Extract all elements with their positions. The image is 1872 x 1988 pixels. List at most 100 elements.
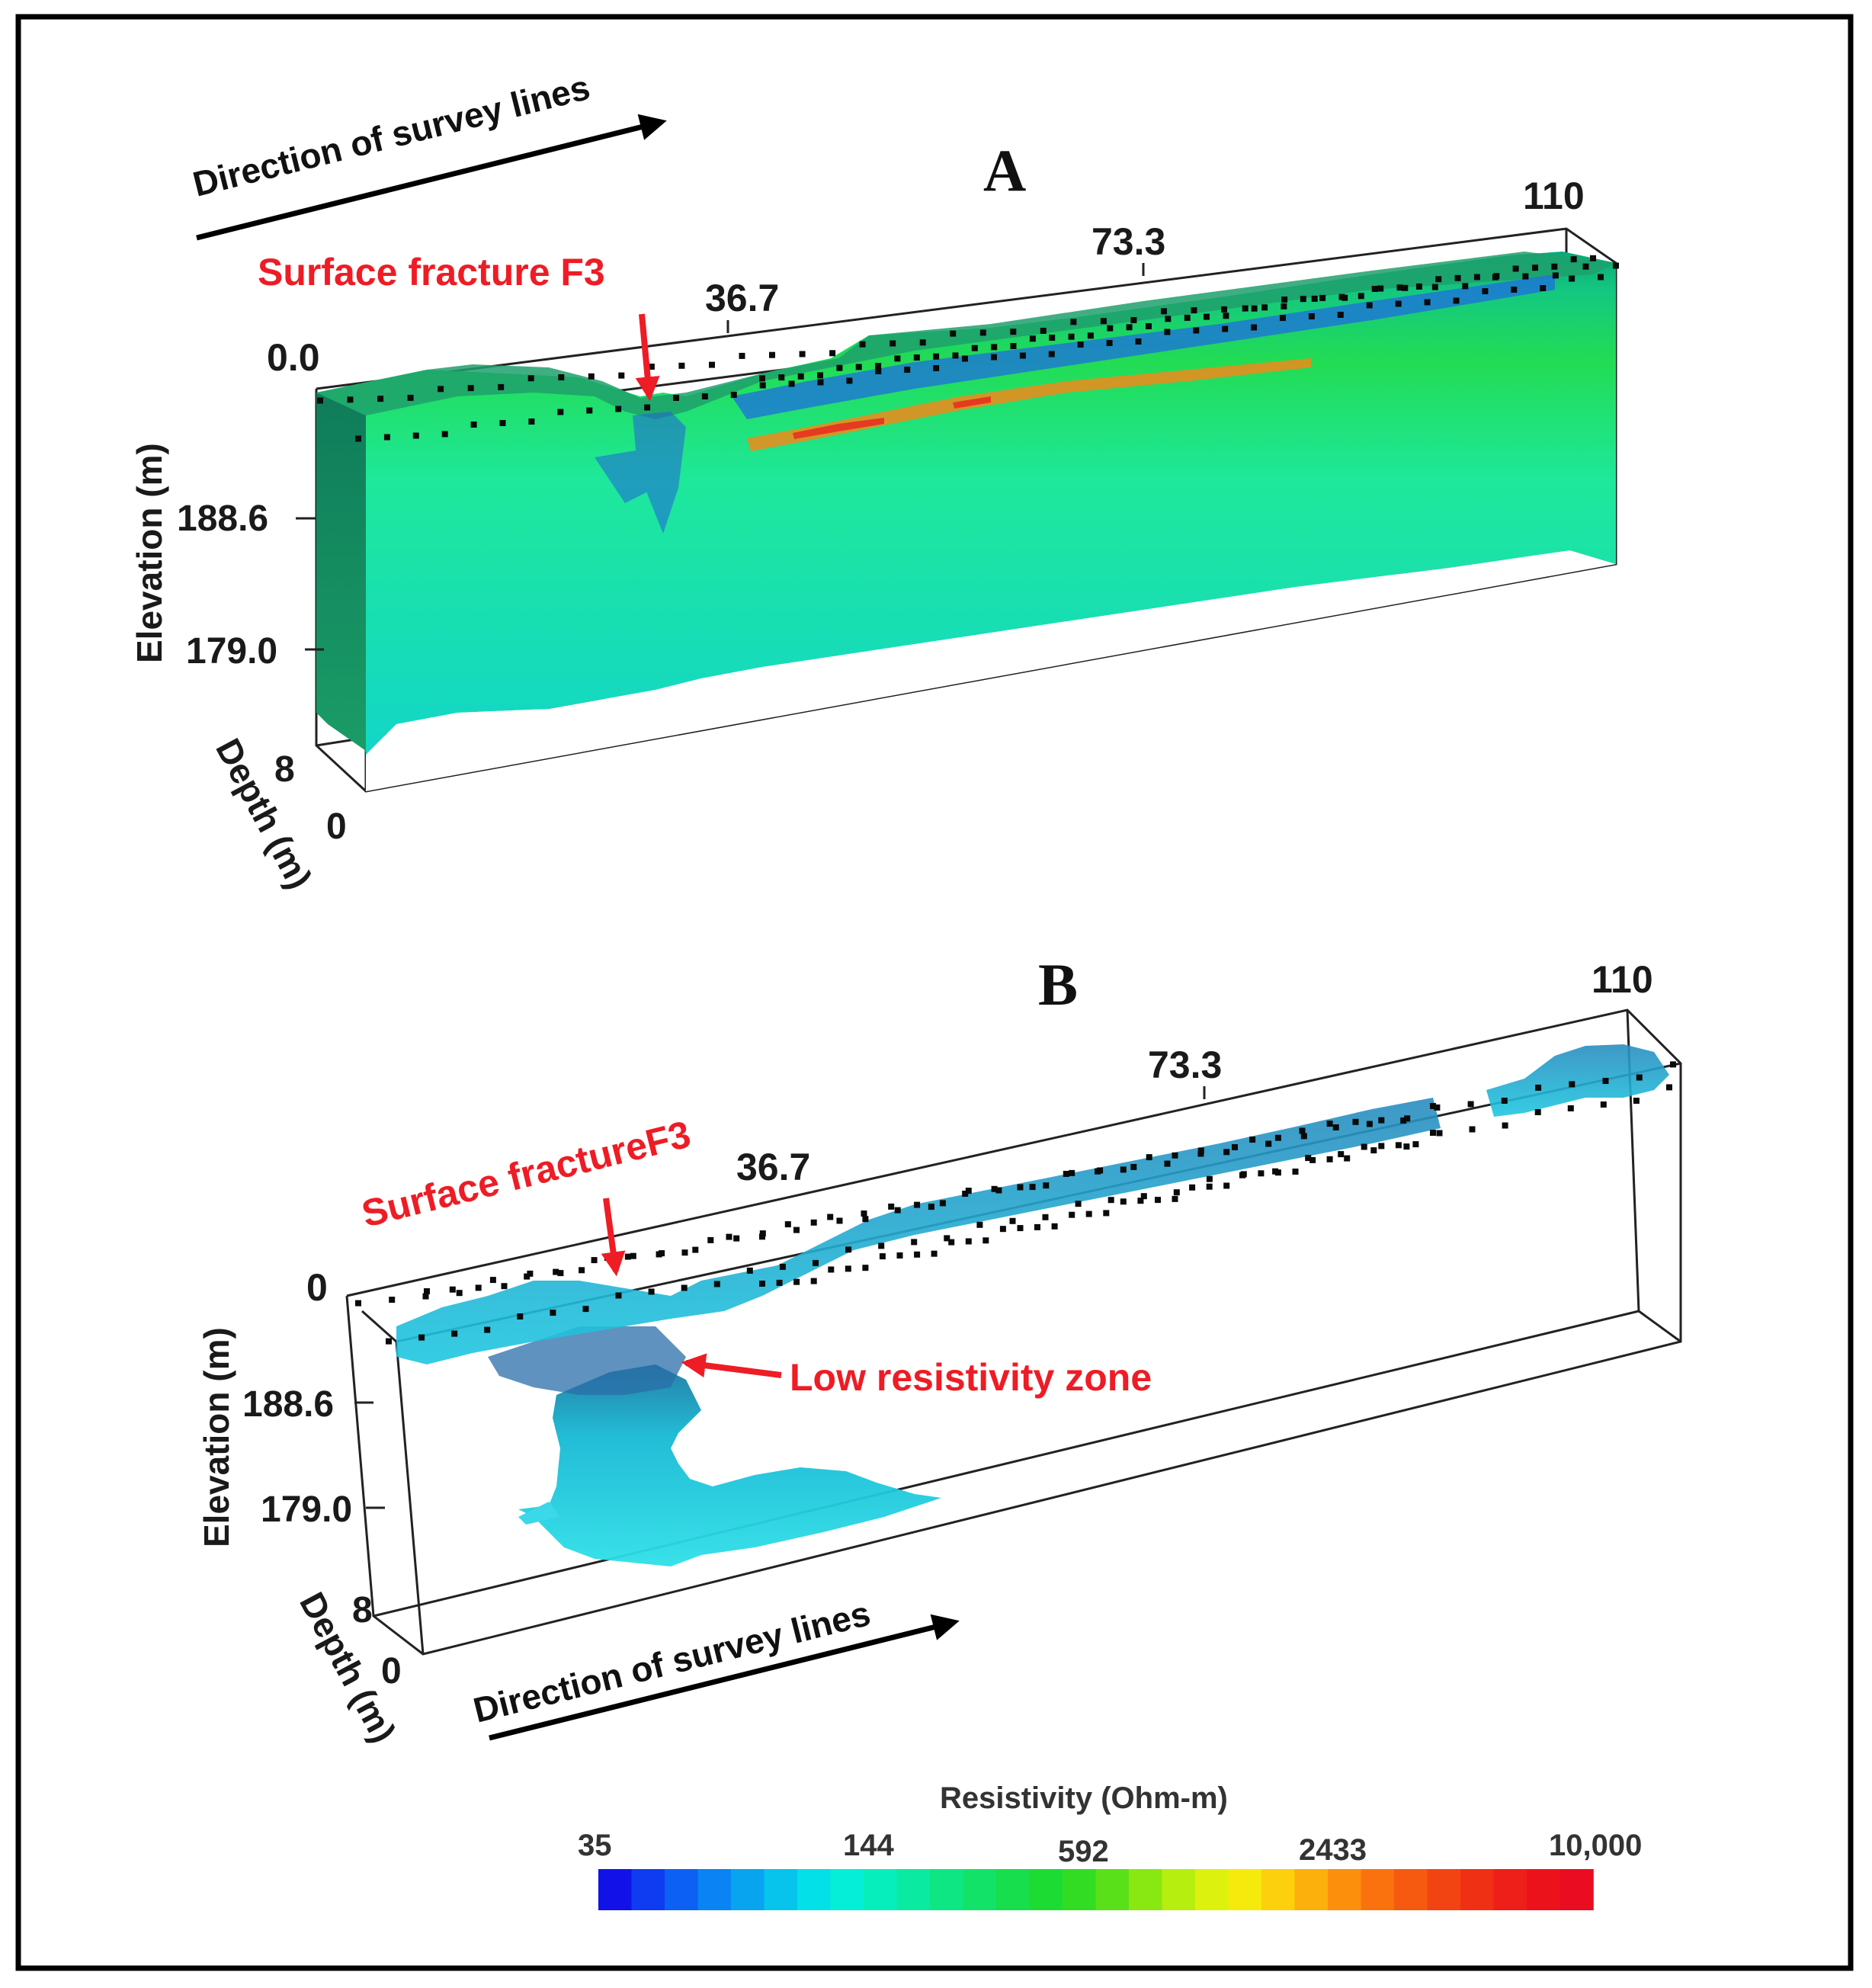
electrode-dot [962, 355, 968, 362]
electrode-dot [1274, 1169, 1281, 1176]
electrode-dot [759, 1233, 765, 1240]
electrode-dot [527, 375, 534, 382]
electrode-dot [979, 329, 986, 336]
panel-a-high-resistivity-band [747, 358, 1311, 451]
electrode-dot [1075, 1201, 1082, 1207]
electrode-dot [1292, 1169, 1299, 1175]
panel-b-fracture-label: Surface fractureF3 [357, 1112, 694, 1235]
electrode-dot [451, 1330, 458, 1337]
panel-b-depth-tick-0: 8 [352, 1590, 373, 1630]
electrode-dot [1569, 275, 1575, 282]
electrode-dot [383, 434, 390, 441]
electrode-dot [1473, 274, 1480, 281]
electrode-dot [1404, 1115, 1411, 1122]
electrode-dot [1434, 1104, 1441, 1111]
electrode-dot [1100, 318, 1107, 325]
electrode-dot [648, 364, 655, 370]
colorbar-swatch [797, 1869, 832, 1910]
electrode-dot [933, 365, 940, 371]
electrode-dot [797, 373, 804, 380]
colorbar-swatch [830, 1869, 864, 1910]
electrode-dot [586, 407, 593, 414]
colorbar-swatch [1261, 1869, 1296, 1910]
electrode-dot [377, 396, 384, 402]
panel-a-elevation-tick-1: 179.0 [186, 631, 277, 672]
electrode-dot [591, 1257, 598, 1264]
electrode-dot [846, 377, 853, 384]
electrode-dot [1633, 1098, 1640, 1104]
panel-b: B Direction of survey lines 0 36.7 73.3 … [197, 951, 1682, 1749]
electrode-dot [1206, 1175, 1213, 1182]
panel-b-right-conductive-patch [1486, 1044, 1669, 1117]
electrode-dot [976, 1221, 983, 1228]
electrode-dot [582, 1306, 589, 1313]
electrode-dot [424, 1288, 430, 1294]
electrode-dot [948, 1239, 955, 1246]
electrode-dot [759, 1230, 766, 1237]
electrode-dot [553, 1268, 559, 1275]
colorbar-swatch [1394, 1869, 1428, 1910]
electrode-dot [1666, 1084, 1672, 1091]
electrode-dot [999, 1226, 1006, 1233]
panel-a: A Direction of survey lines 0 [130, 67, 1619, 895]
electrode-dot [991, 1185, 998, 1192]
electrode-dot [1120, 1198, 1127, 1205]
electrode-dot [1396, 284, 1403, 291]
panel-a-elevation-axis: Elevation (m) [130, 443, 169, 663]
electrode-dot [1221, 306, 1227, 313]
panel-a-high-resistivity-core [793, 396, 991, 439]
electrode-dot [1197, 1150, 1204, 1157]
electrode-dot [470, 422, 477, 428]
panel-a-elevation-tick-0: 188.6 [177, 499, 268, 539]
panel-a-top-surface [316, 252, 1616, 419]
electrode-dot [1034, 1223, 1040, 1230]
electrode-dot [1424, 299, 1431, 306]
electrode-dot [862, 1265, 869, 1271]
electrode-dot [527, 1270, 534, 1277]
electrode-dot [1189, 1184, 1196, 1191]
electrode-dot [1280, 315, 1286, 321]
panel-a-fracture-zone [595, 412, 686, 534]
colorbar-swatch [1063, 1869, 1097, 1910]
electrode-dot [1501, 1098, 1508, 1104]
electrode-dot [1135, 338, 1142, 345]
electrode-dot [557, 409, 564, 415]
electrode-dot [1636, 1074, 1643, 1081]
electrode-dot [859, 341, 866, 348]
electrode-dot [579, 1267, 585, 1274]
electrode-dot [759, 1281, 765, 1287]
electrode-dot [1535, 1084, 1542, 1091]
electrode-dot [678, 362, 685, 369]
electrode-dot [1532, 265, 1538, 271]
electrode-dot [407, 394, 414, 401]
electrode-dot [1493, 273, 1500, 280]
electrode-dot [1120, 1166, 1127, 1173]
electrode-dot [982, 1237, 989, 1244]
electrode-dot [1602, 1078, 1609, 1084]
electrode-dot [1010, 329, 1017, 335]
electrode-dot [1366, 1121, 1373, 1127]
electrode-dot [317, 397, 323, 404]
electrode-dot [1069, 1211, 1075, 1218]
electrode-dot [759, 375, 765, 382]
electrode-dot [855, 364, 862, 370]
electrode-dot [1242, 305, 1249, 312]
electrode-dot [933, 353, 940, 360]
electrode-dot [709, 361, 715, 368]
panel-b-low-resistivity-plume [518, 1364, 941, 1566]
colorbar-swatch [631, 1869, 665, 1910]
electrode-dot [1430, 1130, 1436, 1136]
electrode-dot [1395, 1142, 1402, 1149]
panel-a-distance-tick-0: 0.0 [267, 336, 320, 379]
electrode-dot [1311, 295, 1318, 302]
electrode-dot [707, 1236, 714, 1243]
electrode-dot [1146, 323, 1152, 329]
electrode-dot [1534, 1109, 1541, 1115]
electrode-dot [1172, 1195, 1178, 1202]
panel-b-elevation-tick-0: 188.6 [242, 1384, 334, 1425]
electrode-dot [1281, 303, 1287, 309]
electrode-dot [1222, 325, 1229, 332]
electrode-dot [1232, 1144, 1238, 1150]
electrode-dot [991, 354, 997, 361]
colorbar-tick-3: 2433 [1299, 1833, 1367, 1867]
